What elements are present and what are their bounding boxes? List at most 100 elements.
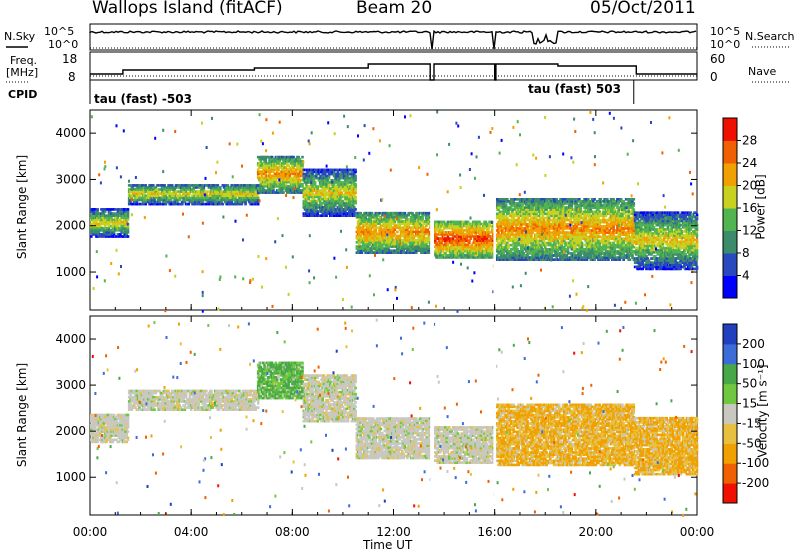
power-cell: [554, 252, 557, 255]
power-cell: [509, 252, 513, 255]
power-cell: [90, 235, 93, 238]
power-cell: [554, 214, 557, 218]
power-cell: [149, 190, 152, 193]
power-cell: [445, 224, 448, 228]
power-cell: [282, 191, 285, 194]
power-cell: [230, 184, 233, 187]
power-cell: [289, 162, 293, 165]
power-cell: [126, 208, 130, 211]
power-cell: [311, 179, 314, 182]
power-cell: [350, 174, 354, 178]
power-cell: [198, 194, 202, 198]
power-cell: [334, 195, 337, 199]
power-cell: [110, 216, 113, 220]
power-cell: [353, 193, 356, 197]
power-cell: [397, 220, 400, 223]
power-cell: [130, 190, 134, 193]
power-cell: [556, 202, 560, 205]
power-cell: [176, 198, 179, 202]
power-cell: [460, 226, 464, 230]
power-cell: [507, 245, 510, 249]
power-cell: [554, 200, 557, 203]
power-cell: [116, 224, 120, 228]
power-cell: [126, 210, 130, 213]
power-cell: [530, 233, 533, 236]
power-cell: [535, 248, 538, 251]
power-cell: [559, 212, 562, 216]
power-cell: [469, 235, 472, 238]
power-cell: [545, 208, 548, 211]
power-cell: [463, 229, 466, 232]
power-cell: [349, 176, 352, 180]
power-cell: [121, 208, 125, 211]
power-cell: [311, 212, 314, 215]
power-cell: [531, 206, 534, 209]
power-cell: [478, 220, 481, 224]
power-cell: [259, 185, 263, 188]
power-cell: [96, 210, 99, 213]
power-cell: [217, 202, 221, 206]
power-cell: [112, 233, 116, 236]
power-cell: [126, 229, 130, 232]
power-cell: [331, 187, 335, 190]
power-cell: [364, 230, 367, 234]
power-cell: [186, 196, 189, 200]
power-cell: [465, 222, 469, 226]
power-cell: [378, 238, 381, 242]
power-cell: [464, 249, 467, 253]
power-cell: [268, 170, 271, 173]
power-cell: [535, 256, 538, 259]
power-cell: [404, 243, 408, 246]
power-cell: [348, 191, 351, 195]
power-cell: [483, 235, 486, 238]
power-cell: [507, 227, 510, 230]
power-cell: [356, 216, 360, 219]
power-cell: [396, 230, 399, 234]
power-cell: [375, 216, 379, 219]
power-cell: [369, 247, 373, 250]
power-cell: [463, 222, 466, 226]
power-cell: [334, 201, 337, 205]
power-cell: [302, 172, 306, 176]
power-cell: [532, 256, 536, 259]
power-cell: [264, 160, 268, 163]
power-cell: [315, 185, 318, 188]
power-cell: [538, 254, 542, 257]
power-cell: [501, 229, 504, 232]
power-cell: [378, 247, 381, 250]
power-cell: [301, 170, 304, 173]
power-cell: [220, 190, 223, 193]
power-cell: [556, 252, 560, 255]
power-cell: [100, 235, 103, 238]
power-cell: [509, 225, 513, 228]
power-cell: [514, 239, 518, 243]
power-cell: [507, 218, 510, 222]
power-cell: [350, 187, 354, 190]
power-cell: [356, 247, 360, 250]
power-cell: [270, 191, 274, 194]
power-cell: [138, 192, 141, 195]
power-cell: [124, 235, 127, 238]
power-cell: [227, 192, 231, 195]
power-cell: [398, 238, 402, 242]
power-cell: [101, 214, 104, 217]
power-cell: [323, 170, 327, 174]
power-cell: [513, 198, 517, 201]
power-cell: [466, 254, 470, 257]
power-cell: [315, 168, 318, 172]
power-cell: [506, 198, 509, 201]
power-cell: [331, 191, 335, 195]
power-cell: [344, 170, 347, 174]
power-cell: [173, 202, 177, 206]
power-cell: [260, 178, 264, 182]
power-cell: [103, 216, 107, 220]
power-cell: [554, 218, 557, 222]
power-cell: [556, 227, 560, 230]
power-cell: [212, 198, 216, 202]
power-cell: [464, 224, 467, 228]
power-cell: [205, 202, 208, 206]
power-cell: [358, 236, 361, 240]
power-cell: [351, 204, 355, 207]
power-cell: [528, 208, 532, 211]
power-cell: [152, 184, 155, 187]
